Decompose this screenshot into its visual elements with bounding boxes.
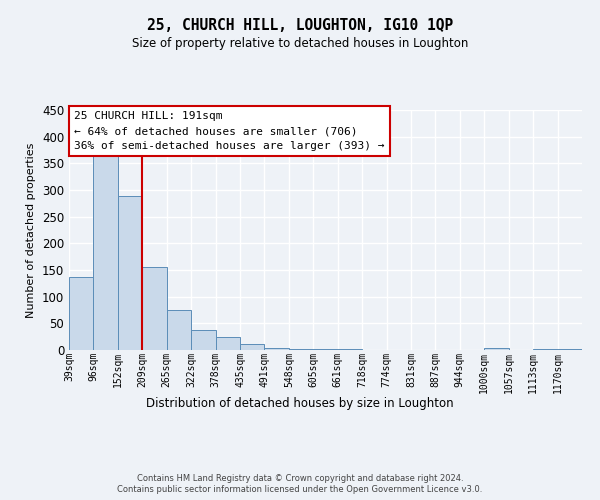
Bar: [191, 330, 215, 350]
Bar: [484, 348, 509, 350]
Bar: [240, 344, 265, 350]
Bar: [215, 336, 240, 350]
Bar: [69, 278, 94, 350]
Bar: [94, 153, 118, 350]
Bar: [338, 349, 362, 350]
Bar: [142, 268, 167, 350]
Text: Contains HM Land Registry data © Crown copyright and database right 2024.: Contains HM Land Registry data © Crown c…: [137, 474, 463, 483]
Bar: [557, 349, 582, 350]
Bar: [289, 349, 313, 350]
Text: Size of property relative to detached houses in Loughton: Size of property relative to detached ho…: [132, 38, 468, 51]
Text: Distribution of detached houses by size in Loughton: Distribution of detached houses by size …: [146, 398, 454, 410]
Bar: [167, 310, 191, 350]
Bar: [533, 349, 557, 350]
Text: Contains public sector information licensed under the Open Government Licence v3: Contains public sector information licen…: [118, 485, 482, 494]
Bar: [313, 349, 338, 350]
Text: 25, CHURCH HILL, LOUGHTON, IG10 1QP: 25, CHURCH HILL, LOUGHTON, IG10 1QP: [147, 18, 453, 32]
Bar: [265, 348, 289, 350]
Bar: [118, 196, 142, 350]
Text: 25 CHURCH HILL: 191sqm
← 64% of detached houses are smaller (706)
36% of semi-de: 25 CHURCH HILL: 191sqm ← 64% of detached…: [74, 111, 385, 151]
Y-axis label: Number of detached properties: Number of detached properties: [26, 142, 37, 318]
